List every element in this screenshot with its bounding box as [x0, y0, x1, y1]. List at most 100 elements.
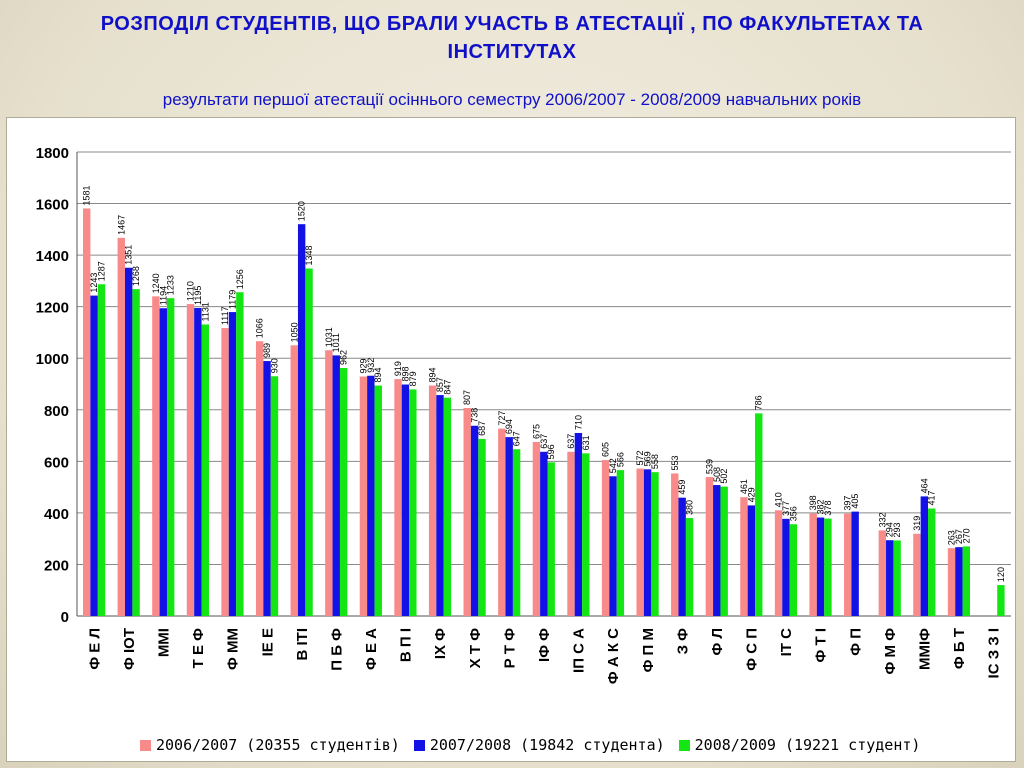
bar — [428, 385, 437, 616]
bar — [394, 379, 402, 616]
data-label: 637 — [566, 434, 576, 449]
data-label: 675 — [531, 424, 541, 439]
data-label: 1351 — [124, 245, 134, 265]
x-tick-label: З Ф — [674, 628, 691, 655]
x-tick-label: Ф ММ — [225, 628, 242, 670]
data-label: 1210 — [185, 281, 195, 301]
data-label: 786 — [754, 395, 764, 410]
data-label: 1520 — [297, 201, 307, 221]
bar — [297, 224, 306, 616]
bar — [574, 432, 583, 616]
x-tick-label: ІФ Ф — [536, 628, 553, 662]
data-label: 647 — [512, 431, 522, 446]
bar — [409, 389, 417, 616]
bar — [685, 518, 694, 616]
bar — [705, 477, 714, 616]
x-tick-label: Ф С П — [744, 628, 761, 671]
bar — [844, 513, 852, 616]
bar — [851, 511, 859, 616]
bar — [616, 470, 625, 616]
data-label: 930 — [269, 358, 279, 373]
bar — [928, 508, 936, 616]
data-label: 710 — [573, 415, 583, 430]
y-tick-label: 0 — [61, 609, 69, 626]
bar — [367, 375, 375, 616]
x-tick-label: П Б Ф — [328, 628, 345, 671]
data-label: 270 — [961, 528, 971, 543]
y-tick-label: 800 — [44, 403, 69, 420]
bar — [290, 345, 298, 616]
y-tick-label: 1400 — [36, 248, 69, 265]
x-tick-label: Ф П — [847, 628, 864, 656]
data-label: 637 — [539, 434, 549, 449]
bar — [478, 438, 486, 616]
data-label: 989 — [262, 343, 272, 358]
x-tick-label: Ф Т І — [813, 628, 830, 662]
data-label: 378 — [823, 501, 833, 516]
bar — [132, 289, 140, 616]
x-tick-label: Ф А К С — [605, 628, 622, 684]
data-label: 1179 — [227, 290, 237, 309]
data-label: 294 — [885, 522, 895, 537]
bar — [470, 425, 479, 616]
data-label: 847 — [442, 380, 452, 395]
bar — [228, 312, 237, 616]
bar — [359, 376, 368, 616]
y-tick-label: 1000 — [36, 351, 69, 368]
data-label: 356 — [788, 506, 798, 521]
data-label: 267 — [954, 529, 964, 544]
page-subtitle: результати першої атестації осіннього се… — [162, 90, 862, 109]
bar — [512, 449, 521, 616]
bar — [339, 368, 348, 616]
bar — [997, 585, 1005, 616]
data-label: 502 — [719, 469, 729, 484]
bar — [962, 546, 971, 616]
data-label: 605 — [601, 442, 611, 457]
data-label: 542 — [608, 458, 618, 473]
data-label: 380 — [685, 500, 695, 515]
x-tick-label: ІХ Ф — [432, 628, 449, 659]
data-label: 398 — [808, 495, 818, 510]
bar — [401, 384, 410, 616]
bar — [152, 296, 160, 616]
data-label: 727 — [497, 411, 507, 426]
data-label: 1287 — [97, 261, 107, 281]
x-tick-label: Ф Б Т — [951, 628, 968, 669]
data-label: 1467 — [116, 215, 126, 235]
bar-chart: 0 200 400 600 800 1000 1200 1400 1600 1800 1581 124… — [36, 145, 1011, 684]
page-title: РОЗПОДІЛ СТУДЕНТІВ, ЩО БРАЛИ УЧАСТЬ В АТ… — [100, 13, 924, 63]
bar — [609, 476, 617, 616]
bar — [747, 505, 756, 616]
x-tick-label: Ф Е Л — [86, 628, 103, 670]
x-tick-label: ІТ С — [778, 628, 795, 656]
data-label: 417 — [927, 490, 937, 505]
data-label: 410 — [774, 492, 784, 507]
data-label: 1066 — [255, 318, 265, 338]
data-label: 1243 — [89, 273, 99, 293]
data-label: 898 — [400, 366, 410, 381]
bar — [886, 540, 894, 616]
bar — [374, 385, 382, 616]
legend-item-2006: 2006/2007 (20355 студентів) — [140, 736, 400, 754]
bar — [194, 307, 202, 616]
bar — [740, 497, 748, 616]
bar — [498, 428, 506, 616]
bar — [920, 496, 929, 616]
bar — [809, 513, 817, 616]
data-label: 879 — [408, 371, 418, 386]
data-label: 1233 — [166, 275, 176, 295]
bar — [547, 462, 555, 616]
bar — [878, 530, 887, 616]
bar — [893, 540, 901, 616]
legend-item-2007: 2007/2008 (19842 студента) — [413, 736, 665, 754]
data-label: 1256 — [235, 269, 245, 289]
bar — [90, 295, 98, 616]
legend-swatch-2008 — [678, 739, 690, 751]
data-label: 263 — [947, 530, 957, 545]
data-label: 1011 — [331, 333, 341, 352]
bar — [270, 376, 279, 616]
data-label: 1581 — [82, 185, 92, 205]
bar — [236, 292, 244, 616]
data-label: 807 — [462, 390, 472, 405]
bar — [117, 237, 125, 616]
